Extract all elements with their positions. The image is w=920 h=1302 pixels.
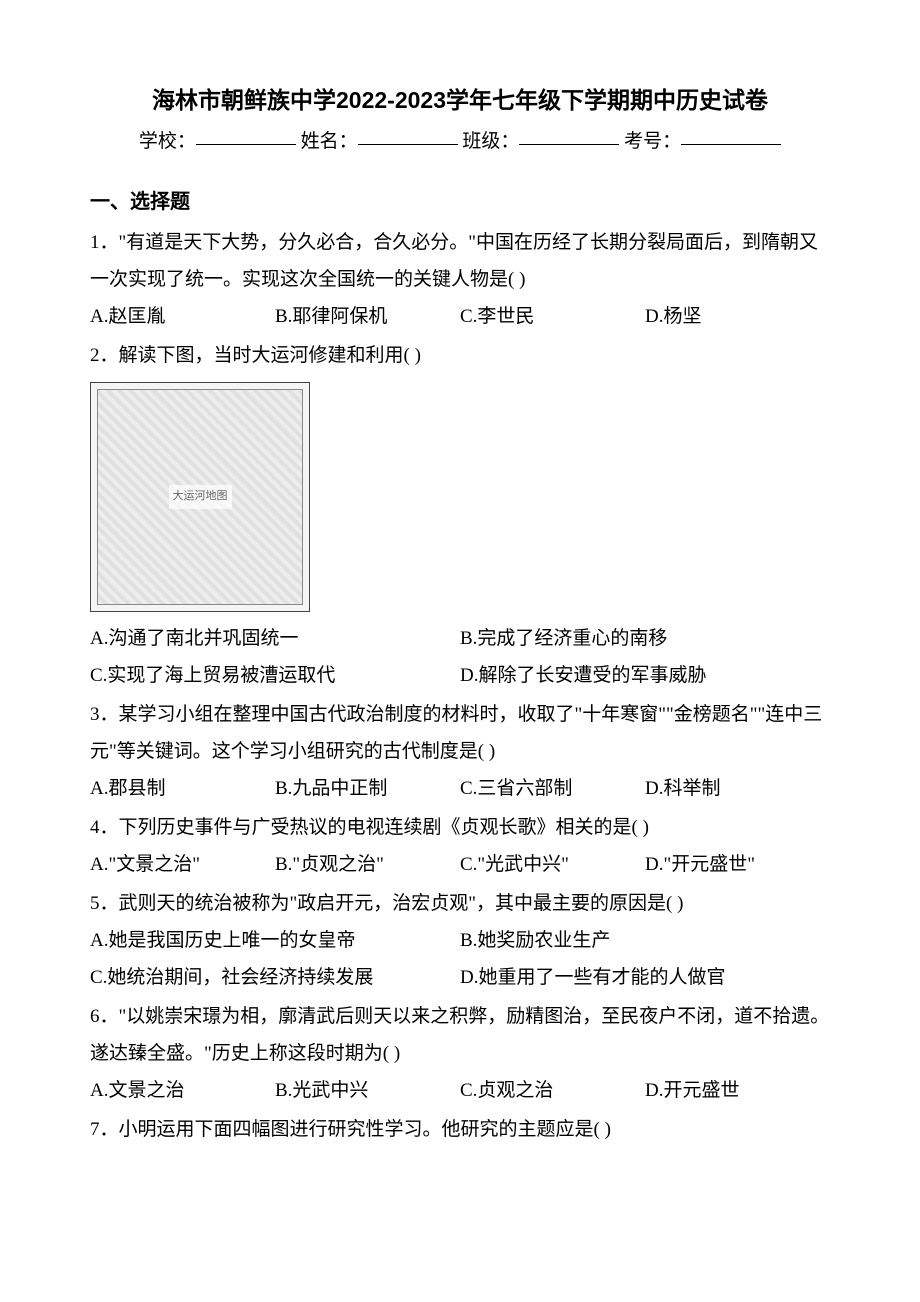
- option-c: C."光武中兴": [460, 846, 645, 883]
- options-row: A.赵匡胤 B.耶律阿保机 C.李世民 D.杨坚: [90, 298, 830, 335]
- question-text: 7．小明运用下面四幅图进行研究性学习。他研究的主题应是( ): [90, 1111, 830, 1148]
- option-b: B.九品中正制: [275, 770, 460, 807]
- question-number: 2．: [90, 345, 119, 366]
- name-label: 姓名：: [301, 131, 358, 152]
- question-body: 某学习小组在整理中国古代政治制度的材料时，收取了"十年寒窗""金榜题名""连中三…: [90, 704, 822, 762]
- question-3: 3．某学习小组在整理中国古代政治制度的材料时，收取了"十年寒窗""金榜题名""连…: [90, 696, 830, 807]
- option-a: A.文景之治: [90, 1072, 275, 1109]
- question-text: 1．"有道是天下大势，分久必合，合久必分。"中国在历经了长期分裂局面后，到隋朝又…: [90, 224, 830, 298]
- question-number: 1．: [90, 232, 119, 253]
- option-c: C.贞观之治: [460, 1072, 645, 1109]
- option-b: B.她奖励农业生产: [460, 922, 830, 959]
- class-label: 班级：: [462, 131, 519, 152]
- question-text: 5．武则天的统治被称为"政启开元，治宏贞观"，其中最主要的原因是( ): [90, 885, 830, 922]
- question-number: 7．: [90, 1119, 119, 1140]
- question-6: 6．"以姚崇宋璟为相，廓清武后则天以来之积弊，励精图治，至民夜户不闭，道不拾遗。…: [90, 998, 830, 1109]
- map-image: 大运河地图: [90, 382, 310, 612]
- question-5: 5．武则天的统治被称为"政启开元，治宏贞观"，其中最主要的原因是( ) A.她是…: [90, 885, 830, 996]
- options-row: C.她统治期间，社会经济持续发展 D.她重用了一些有才能的人做官: [90, 959, 830, 996]
- question-number: 5．: [90, 893, 119, 914]
- option-a: A.沟通了南北并巩固统一: [90, 620, 460, 657]
- options-row: A."文景之治" B."贞观之治" C."光武中兴" D."开元盛世": [90, 846, 830, 883]
- options-row: C.实现了海上贸易被漕运取代 D.解除了长安遭受的军事威胁: [90, 657, 830, 694]
- option-a: A.赵匡胤: [90, 298, 275, 335]
- question-7: 7．小明运用下面四幅图进行研究性学习。他研究的主题应是( ): [90, 1111, 830, 1148]
- school-blank: [196, 126, 296, 145]
- class-blank: [519, 126, 619, 145]
- option-b: B."贞观之治": [275, 846, 460, 883]
- option-b: B.耶律阿保机: [275, 298, 460, 335]
- option-b: B.完成了经济重心的南移: [460, 620, 830, 657]
- name-blank: [358, 126, 458, 145]
- option-c: C.实现了海上贸易被漕运取代: [90, 657, 460, 694]
- option-b: B.光武中兴: [275, 1072, 460, 1109]
- exam-title: 海林市朝鲜族中学2022-2023学年七年级下学期期中历史试卷: [90, 80, 830, 121]
- option-c: C.三省六部制: [460, 770, 645, 807]
- options-row: A.沟通了南北并巩固统一 B.完成了经济重心的南移: [90, 620, 830, 657]
- option-a: A.郡县制: [90, 770, 275, 807]
- question-body: 解读下图，当时大运河修建和利用( ): [119, 345, 421, 366]
- option-a: A."文景之治": [90, 846, 275, 883]
- option-c: C.她统治期间，社会经济持续发展: [90, 959, 460, 996]
- option-d: D.科举制: [645, 770, 830, 807]
- question-body: "有道是天下大势，分久必合，合久必分。"中国在历经了长期分裂局面后，到隋朝又一次…: [90, 232, 818, 290]
- question-text: 6．"以姚崇宋璟为相，廓清武后则天以来之积弊，励精图治，至民夜户不闭，道不拾遗。…: [90, 998, 830, 1072]
- options-row: A.郡县制 B.九品中正制 C.三省六部制 D.科举制: [90, 770, 830, 807]
- question-body: 武则天的统治被称为"政启开元，治宏贞观"，其中最主要的原因是( ): [119, 893, 684, 914]
- question-number: 3．: [90, 704, 119, 725]
- options-row: A.文景之治 B.光武中兴 C.贞观之治 D.开元盛世: [90, 1072, 830, 1109]
- option-d: D."开元盛世": [645, 846, 830, 883]
- section-heading: 一、选择题: [90, 184, 830, 220]
- option-d: D.她重用了一些有才能的人做官: [460, 959, 830, 996]
- option-d: D.解除了长安遭受的军事威胁: [460, 657, 830, 694]
- question-number: 6．: [90, 1006, 119, 1027]
- question-text: 3．某学习小组在整理中国古代政治制度的材料时，收取了"十年寒窗""金榜题名""连…: [90, 696, 830, 770]
- question-body: 下列历史事件与广受热议的电视连续剧《贞观长歌》相关的是( ): [119, 817, 649, 838]
- option-d: D.杨坚: [645, 298, 830, 335]
- question-body: 小明运用下面四幅图进行研究性学习。他研究的主题应是( ): [119, 1119, 611, 1140]
- exam-no-label: 考号：: [624, 131, 681, 152]
- question-body: "以姚崇宋璟为相，廓清武后则天以来之积弊，励精图治，至民夜户不闭，道不拾遗。遂达…: [90, 1006, 829, 1064]
- question-text: 4．下列历史事件与广受热议的电视连续剧《贞观长歌》相关的是( ): [90, 809, 830, 846]
- image-caption: 大运河地图: [169, 485, 232, 509]
- option-d: D.开元盛世: [645, 1072, 830, 1109]
- question-4: 4．下列历史事件与广受热议的电视连续剧《贞观长歌》相关的是( ) A."文景之治…: [90, 809, 830, 883]
- header-fields: 学校： 姓名： 班级： 考号：: [90, 125, 830, 159]
- question-1: 1．"有道是天下大势，分久必合，合久必分。"中国在历经了长期分裂局面后，到隋朝又…: [90, 224, 830, 335]
- options-row: A.她是我国历史上唯一的女皇帝 B.她奖励农业生产: [90, 922, 830, 959]
- exam-no-blank: [681, 126, 781, 145]
- question-2: 2．解读下图，当时大运河修建和利用( ) 大运河地图 A.沟通了南北并巩固统一 …: [90, 337, 830, 694]
- option-a: A.她是我国历史上唯一的女皇帝: [90, 922, 460, 959]
- question-text: 2．解读下图，当时大运河修建和利用( ): [90, 337, 830, 374]
- question-number: 4．: [90, 817, 119, 838]
- school-label: 学校：: [139, 131, 196, 152]
- option-c: C.李世民: [460, 298, 645, 335]
